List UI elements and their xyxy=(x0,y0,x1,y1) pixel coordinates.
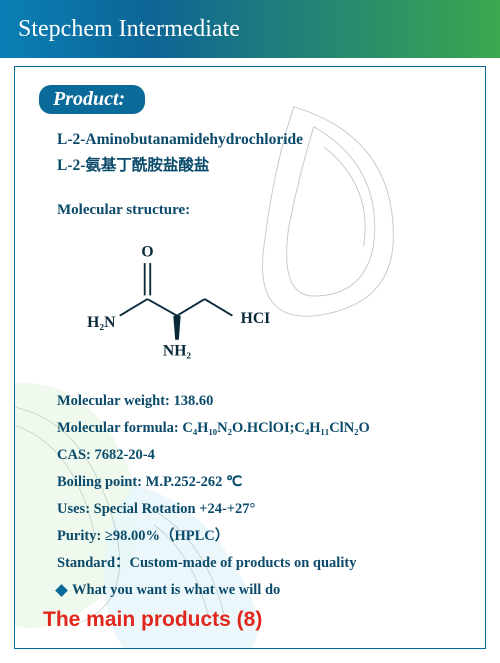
tagline-row: What you want is what we will do xyxy=(57,580,455,601)
prop-cas: CAS: 7682-20-4 xyxy=(57,445,455,466)
atom-o: O xyxy=(141,243,153,260)
properties-list: Molecular weight: 138.60 Molecular formu… xyxy=(57,391,455,601)
footer-title: The main products (8) xyxy=(43,608,262,632)
prop-molecular-formula: Molecular formula: C₄H₁₀N₂O.HClOI;C₄H₁₁C… xyxy=(57,418,455,439)
page-header: Stepchem Intermediate xyxy=(0,0,500,58)
content-area: L-2-Aminobutanamidehydrochloride L-2-氨基丁… xyxy=(15,67,485,601)
prop-purity: Purity: ≥98.00%（HPLC） xyxy=(57,526,455,547)
atom-nh2: NH₂ xyxy=(163,342,192,359)
header-title: Stepchem Intermediate xyxy=(18,16,240,43)
atom-hcl: HCI xyxy=(241,310,271,327)
diamond-icon xyxy=(55,584,68,597)
product-name-en: L-2-Aminobutanamidehydrochloride xyxy=(57,129,455,151)
molecular-structure-label: Molecular structure: xyxy=(57,200,455,222)
tagline-text: What you want is what we will do xyxy=(72,580,280,601)
product-name-cn: L-2-氨基丁酰胺盐酸盐 xyxy=(57,155,455,177)
prop-boiling-point: Boiling point: M.P.252-262 ℃ xyxy=(57,472,455,493)
molecular-structure-diagram: O H₂N NH₂ HCI xyxy=(57,230,297,370)
prop-standard: Standard：Custom-made of products on qual… xyxy=(57,553,455,574)
prop-molecular-weight: Molecular weight: 138.60 xyxy=(57,391,455,412)
prop-uses: Uses: Special Rotation +24-+27° xyxy=(57,499,455,520)
atom-h2n: H₂N xyxy=(87,313,116,330)
content-frame: Product: L-2-Aminobutanamidehydrochlorid… xyxy=(14,66,486,649)
